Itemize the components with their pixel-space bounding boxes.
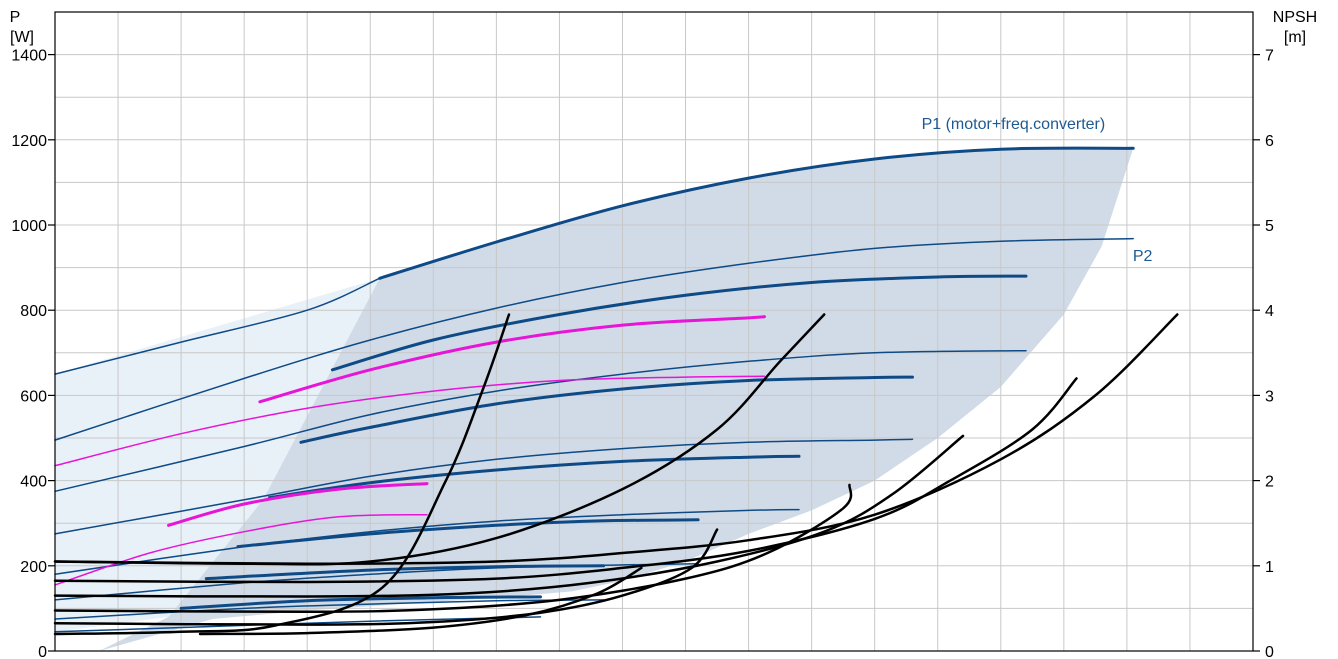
left-tick-label: 600 <box>20 388 47 405</box>
series-line-blue-4 <box>54 349 1027 493</box>
series-line-blue-5 <box>299 375 914 444</box>
right-axis-title-line1: NPSH <box>1273 9 1317 26</box>
series-line-blue-3 <box>330 274 1028 372</box>
right-tick-label: 2 <box>1265 474 1274 491</box>
series-line-blue-1 <box>54 277 381 375</box>
right-tick-label: 3 <box>1265 388 1274 405</box>
series-line-blue-6 <box>54 438 914 535</box>
series-line-blue-12 <box>54 599 605 620</box>
right-axis-ticks: 0 1 2 3 4 5 6 7 <box>1253 48 1274 659</box>
series-line-magenta-16 <box>54 375 766 467</box>
series-line-black-26 <box>198 566 643 636</box>
light-region <box>55 278 380 632</box>
series-line-black-23 <box>53 434 965 598</box>
left-axis-title-line2: [W] <box>10 29 34 46</box>
left-tick-label: 200 <box>20 559 47 576</box>
series-line-blue-11 <box>204 564 606 581</box>
left-axis-ticks: 0 200 400 600 800 1000 1200 1400 <box>11 48 55 659</box>
left-tick-label: 800 <box>20 303 47 320</box>
series-line-black-25 <box>53 528 719 626</box>
series-line-black-22 <box>53 377 1078 584</box>
right-tick-label: 6 <box>1265 133 1274 150</box>
right-tick-label: 7 <box>1265 48 1274 65</box>
series-line-black-24 <box>53 483 853 614</box>
curve-annotations: P1 (motor+freq.converter) P2 <box>922 116 1153 265</box>
left-axis-title-line1: P <box>10 9 21 26</box>
series-line-blue-2 <box>54 237 1134 441</box>
left-tick-label: 1400 <box>11 48 47 65</box>
left-tick-label: 0 <box>38 644 47 659</box>
series-lines <box>53 146 1179 636</box>
series-line-black-19 <box>53 313 511 636</box>
left-tick-label: 1200 <box>11 133 47 150</box>
right-axis-title-line2: [m] <box>1284 29 1306 46</box>
series-line-magenta-17 <box>167 482 429 527</box>
right-tick-label: 0 <box>1265 644 1274 659</box>
series-line-black-21 <box>53 313 1179 565</box>
series-line-blue-10 <box>54 562 699 601</box>
plot-frame <box>54 11 1254 652</box>
curve-label-1: P2 <box>1133 248 1153 265</box>
series-line-blue-0 <box>378 146 1135 280</box>
series-line-magenta-15 <box>258 315 766 404</box>
series-line-blue-9 <box>236 518 700 549</box>
curve-label-0: P1 (motor+freq.converter) <box>922 116 1106 133</box>
right-tick-label: 4 <box>1265 303 1274 320</box>
right-tick-label: 1 <box>1265 559 1274 576</box>
left-tick-label: 400 <box>20 474 47 491</box>
series-line-blue-7 <box>267 454 801 500</box>
left-tick-label: 1000 <box>11 218 47 235</box>
plot-border <box>54 11 1254 652</box>
operating-bands <box>55 148 1134 652</box>
series-line-blue-8 <box>54 508 800 576</box>
right-tick-label: 5 <box>1265 218 1274 235</box>
